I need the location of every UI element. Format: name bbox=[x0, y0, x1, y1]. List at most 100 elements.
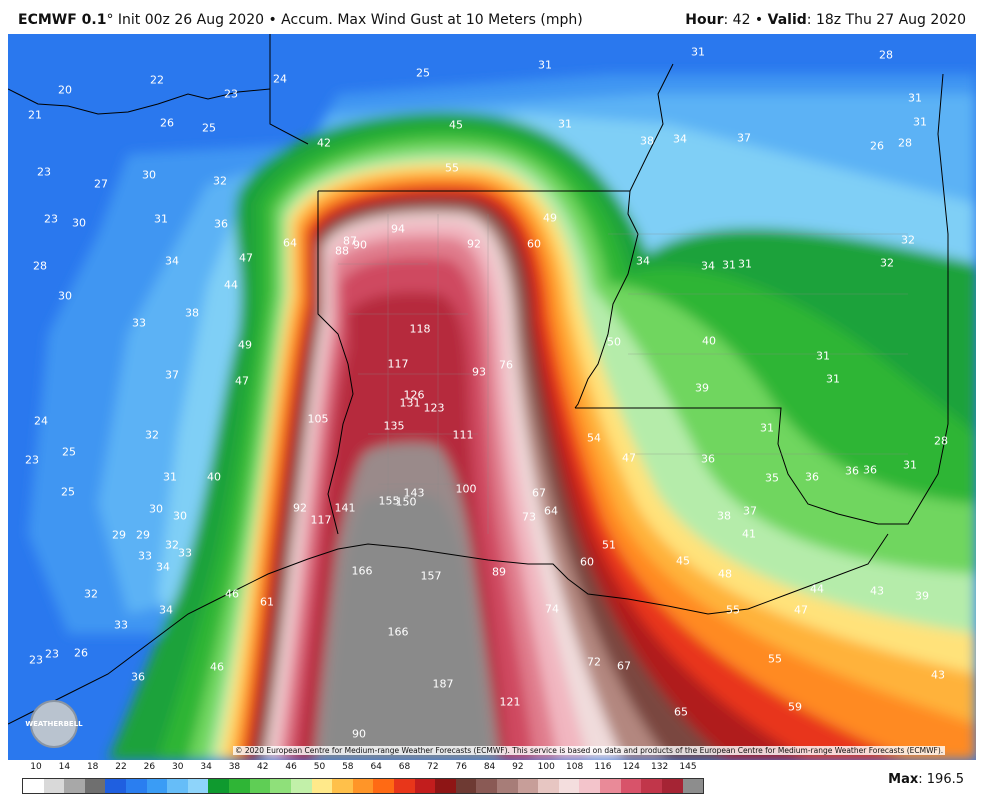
gust-label: 65 bbox=[674, 705, 688, 719]
gust-label: 37 bbox=[743, 504, 757, 518]
gust-label: 47 bbox=[239, 251, 253, 265]
hour-value: : 42 • bbox=[723, 12, 768, 28]
gust-label: 59 bbox=[788, 700, 802, 714]
legend-swatch bbox=[579, 779, 601, 793]
gust-label: 41 bbox=[742, 527, 756, 541]
gust-label: 36 bbox=[214, 217, 228, 231]
gust-label: 28 bbox=[33, 259, 47, 273]
legend-tick: 14 bbox=[58, 762, 71, 772]
legend-tick: 50 bbox=[313, 762, 326, 772]
legend-swatch bbox=[146, 779, 168, 793]
gust-label: 157 bbox=[420, 569, 442, 583]
county-lines bbox=[338, 214, 908, 534]
gust-label: 126 bbox=[403, 388, 425, 402]
gust-label: 47 bbox=[235, 374, 249, 388]
legend-swatch bbox=[229, 779, 250, 793]
gust-label: 74 bbox=[545, 602, 559, 616]
legend-swatch bbox=[208, 779, 230, 793]
gust-label: 23 bbox=[29, 653, 43, 667]
gust-label: 36 bbox=[845, 464, 859, 478]
gust-label: 32 bbox=[213, 174, 227, 188]
gust-label: 31 bbox=[738, 257, 752, 271]
gust-label: 37 bbox=[165, 368, 179, 382]
gust-label: 38 bbox=[717, 509, 731, 523]
wind-gust-map: 20 22 24 25 31 31 28 21 23 26 25 45 31 31 31 23 27 30 32 42… bbox=[8, 34, 976, 760]
gust-label: 31 bbox=[538, 58, 552, 72]
gust-label: 89 bbox=[492, 565, 506, 579]
gust-label: 117 bbox=[310, 513, 332, 527]
gust-label: 31 bbox=[913, 115, 927, 129]
legend-tick: 26 bbox=[143, 762, 156, 772]
legend-tick: 145 bbox=[679, 762, 697, 772]
copyright-notice: © 2020 European Centre for Medium-range … bbox=[233, 746, 946, 755]
gust-label: 94 bbox=[391, 222, 405, 236]
gust-label: 105 bbox=[307, 412, 329, 426]
gust-label: 33 bbox=[178, 546, 192, 560]
gust-label: 34 bbox=[701, 259, 715, 273]
legend-swatch bbox=[538, 779, 559, 793]
legend-tick: 72 bbox=[427, 762, 439, 772]
legend-swatch bbox=[517, 779, 539, 793]
gust-label: 31 bbox=[558, 117, 572, 131]
legend-tick: 42 bbox=[257, 762, 269, 772]
legend-swatch bbox=[414, 779, 436, 793]
gust-label: 36 bbox=[701, 452, 715, 466]
gust-label: 32 bbox=[145, 428, 159, 442]
legend-swatch bbox=[373, 779, 394, 793]
gust-label: 24 bbox=[34, 414, 48, 428]
gust-label: 21 bbox=[28, 108, 42, 122]
map-fields bbox=[8, 34, 976, 760]
gust-label: 47 bbox=[622, 451, 636, 465]
gust-label: 30 bbox=[72, 216, 86, 230]
legend-swatch bbox=[620, 779, 642, 793]
gust-label: 35 bbox=[765, 471, 779, 485]
legend-tick: 34 bbox=[200, 762, 212, 772]
gust-label: 30 bbox=[149, 502, 163, 516]
gust-label: 33 bbox=[132, 316, 146, 330]
gust-label: 42 bbox=[317, 136, 331, 150]
gust-label: 60 bbox=[580, 555, 594, 569]
gust-label: 123 bbox=[423, 401, 445, 415]
legend-swatch bbox=[476, 779, 498, 793]
gust-label: 29 bbox=[112, 528, 126, 542]
gust-label: 23 bbox=[25, 453, 39, 467]
gust-label: 51 bbox=[602, 538, 616, 552]
gust-label: 23 bbox=[37, 165, 51, 179]
gust-label: 88 bbox=[335, 244, 349, 258]
legend-tick: 92 bbox=[512, 762, 524, 772]
gust-label: 45 bbox=[676, 554, 690, 568]
gust-label: 31 bbox=[826, 372, 840, 386]
gust-label: 26 bbox=[160, 116, 174, 130]
gust-label: 73 bbox=[522, 510, 536, 524]
gust-label: 92 bbox=[293, 501, 307, 515]
weatherbell-logo: WEATHERBELL bbox=[25, 700, 83, 748]
legend-swatch bbox=[332, 779, 353, 793]
color-legend: 10 14 18 22 26 30 34 38 42 46 50 58 64 68 72 76 84 92 100 1… bbox=[22, 762, 704, 802]
gust-label: 64 bbox=[283, 236, 297, 250]
gust-label: 28 bbox=[898, 136, 912, 150]
legend-swatch bbox=[435, 779, 456, 793]
gust-label: 30 bbox=[58, 289, 72, 303]
legend-tick: 46 bbox=[285, 762, 297, 772]
gust-label: 36 bbox=[805, 470, 819, 484]
legend-swatch bbox=[290, 779, 312, 793]
legend-swatch bbox=[43, 779, 65, 793]
gust-label: 117 bbox=[387, 357, 409, 371]
gust-label: 20 bbox=[58, 83, 72, 97]
gust-label: 34 bbox=[636, 254, 650, 268]
gust-label: 39 bbox=[915, 589, 929, 603]
valid-label: Valid bbox=[767, 12, 807, 28]
gust-label: 43 bbox=[931, 668, 945, 682]
legend-tick: 10 bbox=[30, 762, 42, 772]
max-label: Max bbox=[888, 772, 919, 787]
map-title: ECMWF 0.1° Init 00z 26 Aug 2020 • Accum.… bbox=[18, 12, 583, 28]
gust-label: 25 bbox=[62, 445, 76, 459]
legend-tick: 132 bbox=[651, 762, 669, 772]
gust-label: 25 bbox=[61, 485, 75, 499]
gust-label: 135 bbox=[383, 419, 405, 433]
gust-label: 30 bbox=[142, 168, 156, 182]
legend-swatch bbox=[497, 779, 518, 793]
gust-label: 55 bbox=[726, 603, 740, 617]
gust-label: 76 bbox=[499, 358, 513, 372]
gust-label: 40 bbox=[702, 334, 716, 348]
